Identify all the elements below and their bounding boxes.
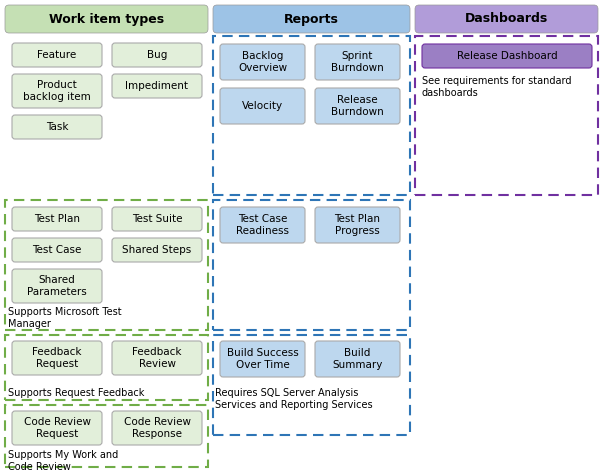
Text: Velocity: Velocity	[242, 101, 283, 111]
Text: Feature: Feature	[37, 50, 77, 60]
FancyBboxPatch shape	[220, 44, 305, 80]
FancyBboxPatch shape	[220, 341, 305, 377]
Text: Supports Microsoft Test
Manager: Supports Microsoft Test Manager	[8, 307, 122, 329]
Text: Feedback
Review: Feedback Review	[132, 347, 182, 369]
FancyBboxPatch shape	[12, 269, 102, 303]
Text: Test Case
Readiness: Test Case Readiness	[236, 214, 289, 236]
Text: Dashboards: Dashboards	[465, 12, 548, 25]
Text: Shared
Parameters: Shared Parameters	[27, 275, 87, 297]
Text: Backlog
Overview: Backlog Overview	[238, 51, 287, 73]
FancyBboxPatch shape	[112, 341, 202, 375]
Text: Code Review
Response: Code Review Response	[124, 417, 191, 439]
Bar	[5, 200, 208, 330]
FancyBboxPatch shape	[112, 411, 202, 445]
FancyBboxPatch shape	[112, 207, 202, 231]
FancyBboxPatch shape	[5, 5, 208, 33]
FancyBboxPatch shape	[315, 341, 400, 377]
Bar	[5, 405, 208, 467]
Text: Work item types: Work item types	[49, 12, 164, 25]
FancyBboxPatch shape	[12, 341, 102, 375]
Text: Test Plan: Test Plan	[34, 214, 80, 224]
Text: Shared Steps: Shared Steps	[122, 245, 192, 255]
FancyBboxPatch shape	[415, 5, 598, 33]
Text: Test Suite: Test Suite	[131, 214, 182, 224]
FancyBboxPatch shape	[12, 43, 102, 67]
Bar	[213, 36, 410, 195]
Text: Build Success
Over Time: Build Success Over Time	[227, 348, 298, 370]
Text: Task: Task	[46, 122, 68, 132]
Text: Supports Request Feedback: Supports Request Feedback	[8, 388, 144, 398]
FancyBboxPatch shape	[12, 411, 102, 445]
Text: Supports My Work and
Code Review: Supports My Work and Code Review	[8, 450, 118, 472]
FancyBboxPatch shape	[315, 44, 400, 80]
FancyBboxPatch shape	[315, 207, 400, 243]
Text: Reports: Reports	[284, 12, 339, 25]
FancyBboxPatch shape	[220, 88, 305, 124]
FancyBboxPatch shape	[12, 238, 102, 262]
FancyBboxPatch shape	[422, 44, 592, 68]
Text: Build
Summary: Build Summary	[332, 348, 383, 370]
Bar	[415, 36, 598, 195]
Text: Test Case: Test Case	[33, 245, 81, 255]
Text: Release Dashboard: Release Dashboard	[456, 51, 557, 61]
Text: Bug: Bug	[147, 50, 167, 60]
FancyBboxPatch shape	[12, 115, 102, 139]
Text: Sprint
Burndown: Sprint Burndown	[331, 51, 384, 73]
Text: Release
Burndown: Release Burndown	[331, 95, 384, 117]
FancyBboxPatch shape	[112, 43, 202, 67]
Text: Requires SQL Server Analysis
Services and Reporting Services: Requires SQL Server Analysis Services an…	[215, 388, 373, 410]
FancyBboxPatch shape	[315, 88, 400, 124]
FancyBboxPatch shape	[12, 207, 102, 231]
Text: Impediment: Impediment	[125, 81, 189, 91]
FancyBboxPatch shape	[220, 207, 305, 243]
Bar	[213, 335, 410, 435]
Text: Feedback
Request: Feedback Request	[32, 347, 82, 369]
Bar	[213, 200, 410, 330]
FancyBboxPatch shape	[112, 74, 202, 98]
Bar	[5, 335, 208, 400]
FancyBboxPatch shape	[213, 5, 410, 33]
Text: Code Review
Request: Code Review Request	[24, 417, 90, 439]
Text: Product
backlog item: Product backlog item	[23, 80, 91, 102]
FancyBboxPatch shape	[12, 74, 102, 108]
Text: Test Plan
Progress: Test Plan Progress	[335, 214, 380, 236]
FancyBboxPatch shape	[112, 238, 202, 262]
Text: See requirements for standard
dashboards: See requirements for standard dashboards	[422, 76, 572, 98]
